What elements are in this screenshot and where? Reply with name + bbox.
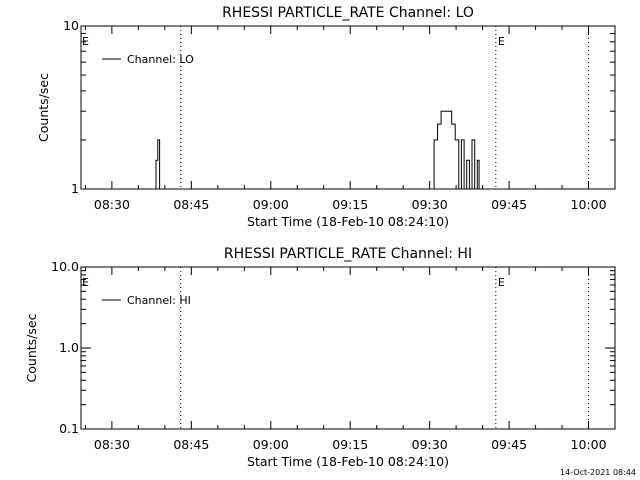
legend-label: Channel: LO: [127, 53, 194, 66]
chart-title: RHESSI PARTICLE_RATE Channel: LO: [222, 5, 474, 21]
y-tick-label: 10: [63, 18, 79, 33]
footer-timestamp: 14-Oct-2021 08:44: [560, 468, 636, 477]
x-tick-label: 09:00: [253, 197, 289, 212]
x-axis-label: Start Time (18-Feb-10 08:24:10): [247, 454, 449, 469]
legend-label: Channel: HI: [127, 294, 191, 307]
y-axis-label: Counts/sec: [36, 73, 51, 142]
edge-marker-label: E: [82, 35, 89, 48]
marker-label: E: [498, 276, 505, 289]
y-tick-label: 0.1: [59, 421, 79, 436]
marker-label: E: [498, 35, 505, 48]
x-tick-label: 09:30: [412, 197, 448, 212]
x-tick-label: 09:15: [332, 197, 368, 212]
y-tick-label: 10.0: [51, 259, 79, 274]
x-tick-label: 08:30: [94, 437, 130, 452]
x-axis-label: Start Time (18-Feb-10 08:24:10): [247, 214, 449, 229]
chart-panel-hi: RHESSI PARTICLE_RATE Channel: HI Start Ti…: [24, 246, 616, 469]
chart-panel-lo: RHESSI PARTICLE_RATE Channel: LO Start Ti…: [36, 5, 616, 229]
x-tick-label: 10:00: [571, 197, 607, 212]
x-tick-label: 08:30: [94, 197, 130, 212]
x-tick-label: 09:45: [491, 197, 527, 212]
y-axis-label: Counts/sec: [24, 313, 39, 382]
x-tick-label: 09:45: [491, 437, 527, 452]
x-tick-label: 08:45: [173, 197, 209, 212]
x-tick-label: 08:45: [173, 437, 209, 452]
series-line: [155, 110, 480, 190]
x-tick-label: 10:00: [571, 437, 607, 452]
x-tick-label: 09:00: [253, 437, 289, 452]
chart-title: RHESSI PARTICLE_RATE Channel: HI: [224, 246, 472, 262]
x-tick-label: 09:30: [412, 437, 448, 452]
y-tick-label: 1: [71, 181, 79, 196]
x-tick-label: 09:15: [332, 437, 368, 452]
y-tick-label: 1.0: [59, 340, 79, 355]
edge-marker-label: E: [82, 276, 89, 289]
